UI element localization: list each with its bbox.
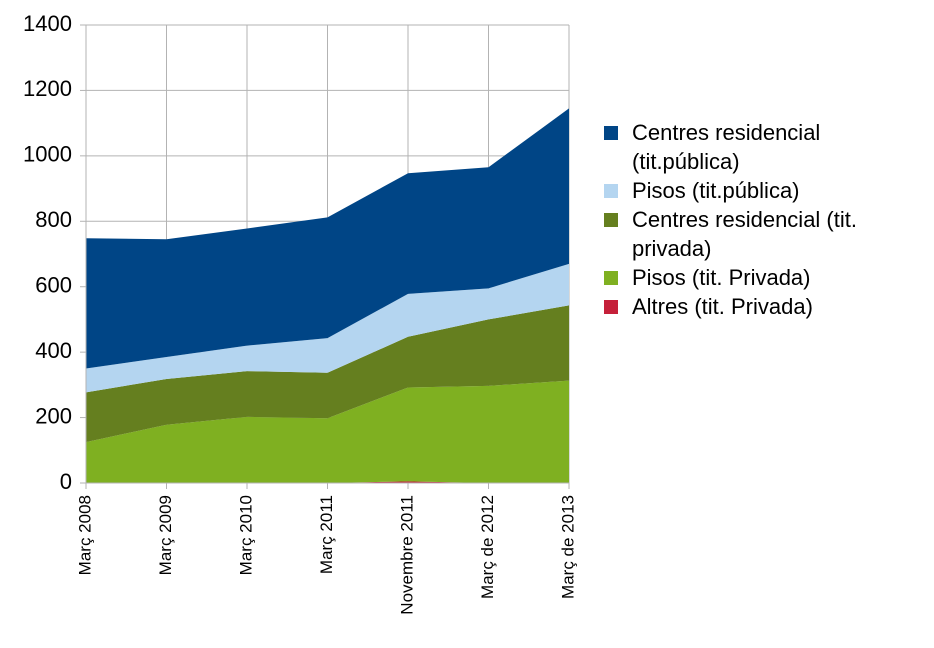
legend-label: Centres residencial (tit. privada) [632, 207, 857, 261]
legend-swatch [604, 126, 618, 140]
y-tick-label: 600 [35, 273, 72, 298]
legend-label: Centres residencial (tit.pública) [632, 120, 821, 174]
y-tick-label: 1000 [23, 142, 72, 167]
y-tick-label: 0 [60, 469, 72, 494]
y-tick-label: 400 [35, 338, 72, 363]
legend-item: Centres residencial (tit.pública) [604, 118, 904, 176]
y-tick-label: 1200 [23, 76, 72, 101]
legend-item: Pisos (tit.pública) [604, 176, 904, 205]
area [86, 108, 569, 369]
legend-label: Altres (tit. Privada) [632, 294, 813, 319]
y-tick-label: 200 [35, 403, 72, 428]
area [86, 380, 569, 483]
x-tick-label: Març de 2013 [558, 495, 577, 599]
y-tick-label: 1400 [23, 11, 72, 36]
x-tick-label: Març 2009 [156, 495, 175, 575]
legend-swatch [604, 271, 618, 285]
legend-item: Centres residencial (tit. privada) [604, 205, 904, 263]
legend-swatch [604, 213, 618, 227]
x-tick-label: Març 2008 [75, 495, 94, 575]
x-tick-label: Març 2010 [236, 495, 255, 575]
legend-label: Pisos (tit.pública) [632, 178, 800, 203]
legend-label: Pisos (tit. Privada) [632, 265, 811, 290]
area [86, 305, 569, 443]
x-tick-label: Novembre 2011 [397, 495, 416, 615]
legend-swatch [604, 300, 618, 314]
legend-item: Altres (tit. Privada) [604, 292, 904, 321]
x-tick-label: Març 2011 [317, 495, 336, 574]
y-tick-label: 800 [35, 207, 72, 232]
legend-item: Pisos (tit. Privada) [604, 263, 904, 292]
legend: Centres residencial (tit.pública) Pisos (… [604, 118, 904, 321]
area [86, 263, 569, 393]
x-tick-label: Març de 2012 [478, 495, 497, 599]
legend-swatch [604, 184, 618, 198]
